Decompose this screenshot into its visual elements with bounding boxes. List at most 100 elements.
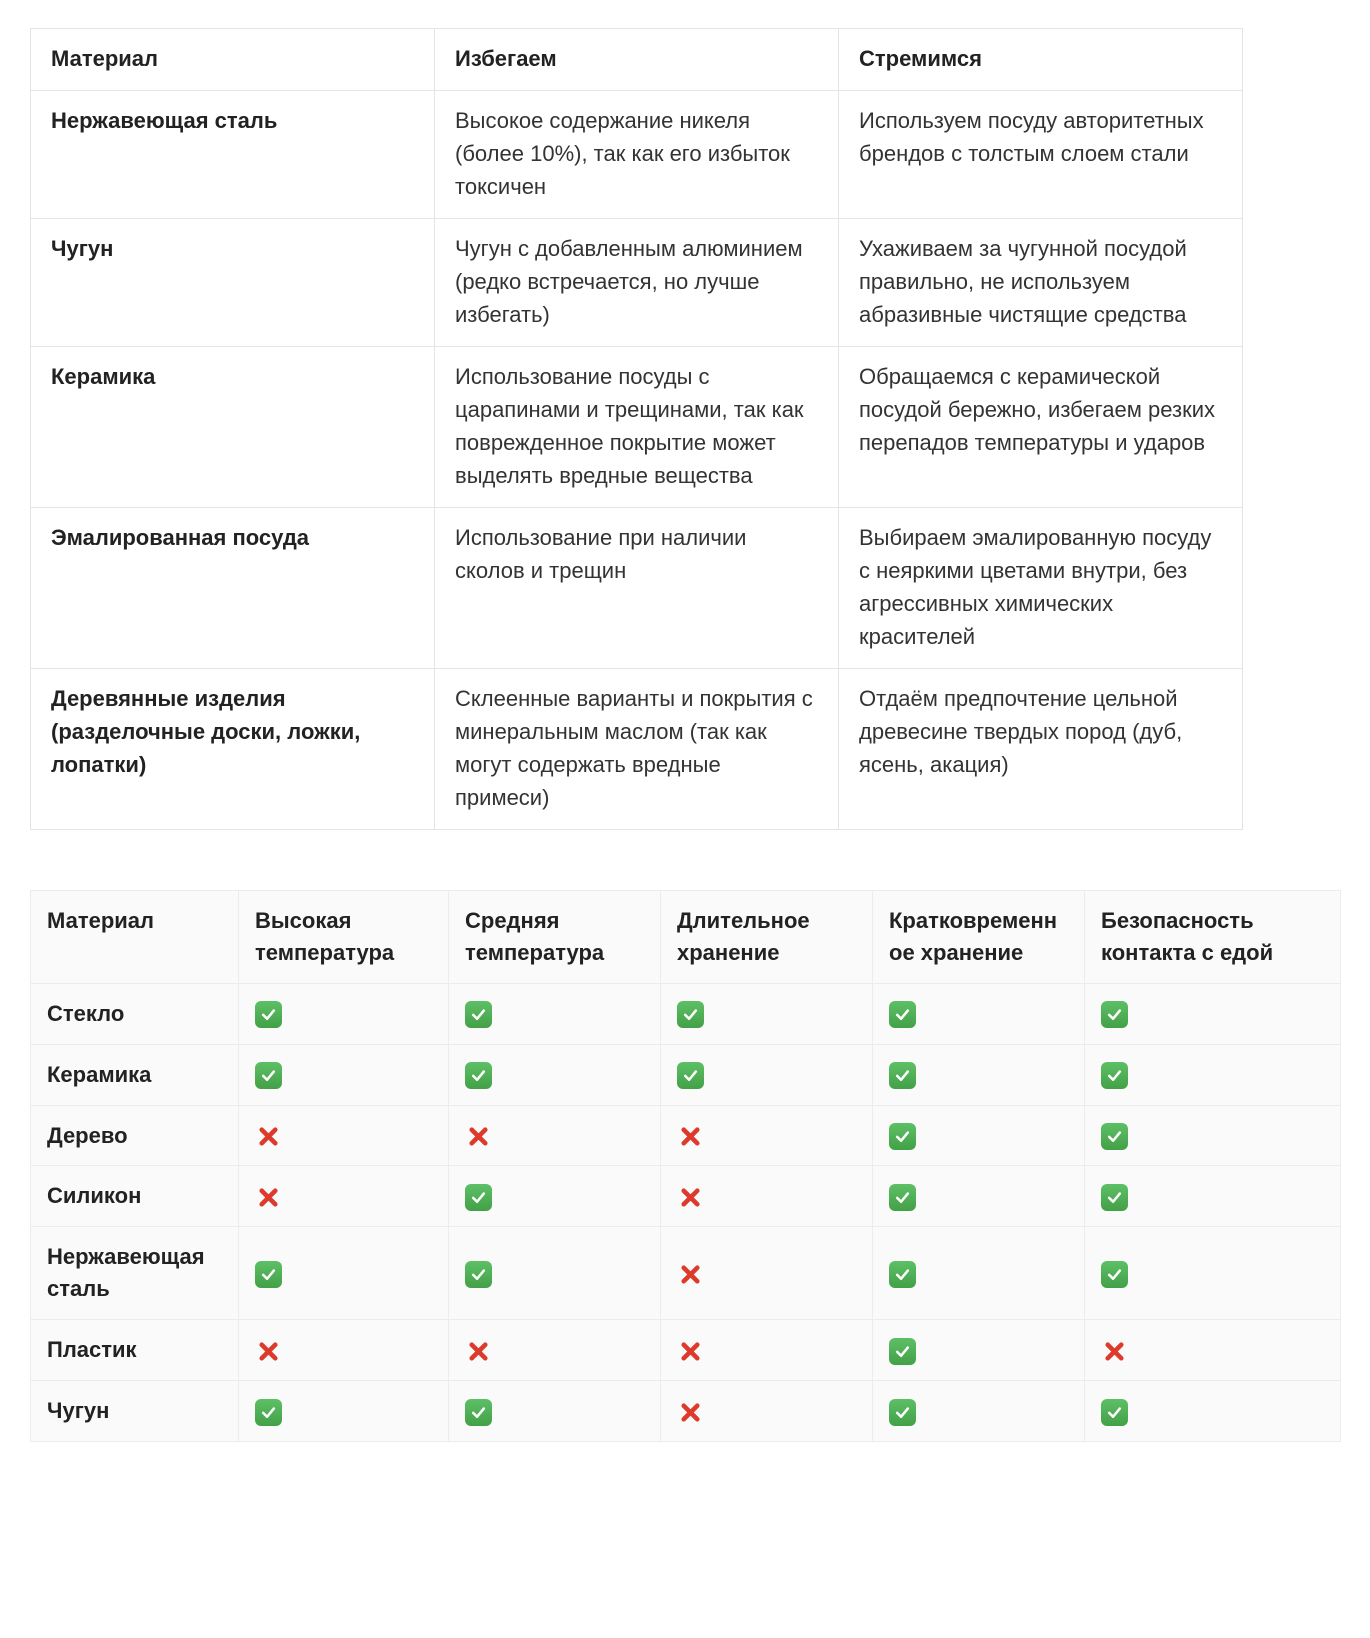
cross-icon <box>465 1338 492 1365</box>
cross-icon <box>255 1123 282 1150</box>
check-icon <box>465 1062 492 1090</box>
column-header-material: Материал <box>30 890 239 984</box>
safety-row: Дерево <box>30 1104 1341 1167</box>
allowed-cell <box>238 1043 449 1106</box>
not-allowed-cell <box>448 1319 661 1382</box>
column-header-medium-temp: Средняя температура <box>448 890 661 984</box>
safety-row: Керамика <box>30 1043 1341 1106</box>
not-allowed-cell <box>238 1319 449 1382</box>
check-icon <box>255 1398 282 1426</box>
allowed-cell <box>1084 982 1341 1045</box>
check-icon <box>465 1001 492 1029</box>
safety-header-row: Материал Высокая температура Средняя тем… <box>30 890 1341 984</box>
cross-icon <box>677 1338 704 1365</box>
check-icon <box>1101 1062 1128 1090</box>
material-cell: Нержавеющая сталь <box>30 90 435 219</box>
allowed-cell <box>660 982 873 1045</box>
material-cell: Нержавеющая сталь <box>30 1226 239 1321</box>
cross-icon <box>677 1184 704 1211</box>
column-header-short-storage: Кратковременное хранение <box>872 890 1085 984</box>
column-header-material: Материал <box>30 28 435 91</box>
allowed-cell <box>1084 1226 1341 1321</box>
strive-cell: Используем посуду авторитетных брендов с… <box>838 90 1243 219</box>
allowed-cell <box>238 1380 449 1442</box>
not-allowed-cell <box>660 1165 873 1228</box>
material-cell: Силикон <box>30 1165 239 1228</box>
material-cell: Керамика <box>30 1043 239 1106</box>
avoid-cell: Использование при наличии сколов и трещи… <box>434 507 839 669</box>
comparison-row: Чугун Чугун с добавленным алюминием (редк… <box>30 218 1243 347</box>
allowed-cell <box>448 1165 661 1228</box>
not-allowed-cell <box>238 1104 449 1167</box>
allowed-cell <box>872 1104 1085 1167</box>
safety-row: Нержавеющая сталь <box>30 1226 1341 1321</box>
avoid-cell: Чугун с добавленным алюминием (редко вст… <box>434 218 839 347</box>
strive-cell: Ухаживаем за чугунной посудой правильно,… <box>838 218 1243 347</box>
cross-icon <box>1101 1338 1128 1365</box>
check-icon <box>889 1398 916 1426</box>
strive-cell: Обращаемся с керамической посудой бережн… <box>838 346 1243 508</box>
comparison-row: Керамика Использование посуды с царапинам… <box>30 346 1243 508</box>
safety-table-body: Стекло Керамика Дерево Силикон Нержавеющая с… <box>30 982 1341 1442</box>
cross-icon <box>255 1338 282 1365</box>
check-icon <box>677 1001 704 1029</box>
allowed-cell <box>1084 1380 1341 1442</box>
allowed-cell <box>660 1043 873 1106</box>
check-icon <box>1101 1260 1128 1288</box>
column-header-avoid: Избегаем <box>434 28 839 91</box>
cross-icon <box>255 1184 282 1211</box>
cross-icon <box>677 1123 704 1150</box>
strive-cell: Отдаём предпочтение цельной древесине тв… <box>838 668 1243 830</box>
allowed-cell <box>238 982 449 1045</box>
strive-cell: Выбираем эмалированную посуду с неяркими… <box>838 507 1243 669</box>
check-icon <box>1101 1398 1128 1426</box>
material-cell: Деревянные изделия (разделочные доски, л… <box>30 668 435 830</box>
check-icon <box>1101 1123 1128 1151</box>
column-header-high-temp: Высокая температура <box>238 890 449 984</box>
not-allowed-cell <box>660 1226 873 1321</box>
check-icon <box>889 1337 916 1365</box>
safety-row: Силикон <box>30 1165 1341 1228</box>
avoid-cell: Высокое содержание никеля (более 10%), т… <box>434 90 839 219</box>
materials-comparison-table: Материал Избегаем Стремимся Нержавеющая … <box>30 28 1243 830</box>
check-icon <box>1101 1184 1128 1212</box>
avoid-cell: Склеенные варианты и покрытия с минераль… <box>434 668 839 830</box>
material-cell: Керамика <box>30 346 435 508</box>
allowed-cell <box>1084 1043 1341 1106</box>
avoid-cell: Использование посуды с царапинами и трещ… <box>434 346 839 508</box>
not-allowed-cell <box>660 1380 873 1442</box>
comparison-header-row: Материал Избегаем Стремимся <box>30 28 1243 91</box>
allowed-cell <box>1084 1165 1341 1228</box>
material-cell: Эмалированная посуда <box>30 507 435 669</box>
check-icon <box>889 1062 916 1090</box>
check-icon <box>889 1001 916 1029</box>
safety-row: Чугун <box>30 1380 1341 1442</box>
cross-icon <box>465 1123 492 1150</box>
check-icon <box>677 1062 704 1090</box>
material-cell: Чугун <box>30 1380 239 1442</box>
material-cell: Чугун <box>30 218 435 347</box>
safety-row: Пластик <box>30 1319 1341 1382</box>
safety-row: Стекло <box>30 982 1341 1045</box>
allowed-cell <box>872 1380 1085 1442</box>
safety-matrix-table: Материал Высокая температура Средняя тем… <box>30 890 1341 1442</box>
article-content: Материал Избегаем Стремимся Нержавеющая … <box>30 28 1341 1442</box>
allowed-cell <box>872 1226 1085 1321</box>
check-icon <box>255 1001 282 1029</box>
allowed-cell <box>448 982 661 1045</box>
check-icon <box>889 1123 916 1151</box>
not-allowed-cell <box>660 1319 873 1382</box>
check-icon <box>465 1398 492 1426</box>
check-icon <box>1101 1001 1128 1029</box>
allowed-cell <box>448 1380 661 1442</box>
material-cell: Стекло <box>30 982 239 1045</box>
cross-icon <box>677 1261 704 1288</box>
allowed-cell <box>1084 1104 1341 1167</box>
comparison-table-body: Нержавеющая сталь Высокое содержание нике… <box>30 90 1243 830</box>
column-header-food-contact: Безопасность контакта с едой <box>1084 890 1341 984</box>
column-header-long-storage: Длительное хранение <box>660 890 873 984</box>
column-header-strive: Стремимся <box>838 28 1243 91</box>
allowed-cell <box>872 1043 1085 1106</box>
check-icon <box>889 1260 916 1288</box>
comparison-row: Эмалированная посуда Использование при на… <box>30 507 1243 669</box>
